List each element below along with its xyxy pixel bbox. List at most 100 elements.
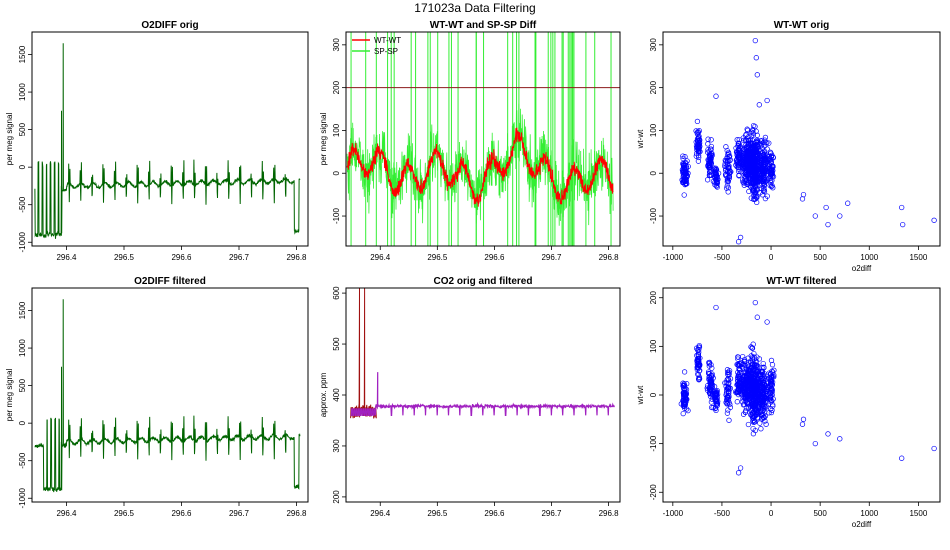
scatter-point [724, 410, 731, 416]
scatter-point [760, 398, 767, 405]
scatter-point [900, 221, 906, 228]
scatter-point [767, 156, 774, 162]
scatter-point [751, 180, 757, 186]
y-tick-label: -1000 [18, 231, 27, 252]
scatter-point [723, 383, 729, 389]
scatter-point [683, 169, 690, 176]
plot-frame [662, 287, 941, 503]
scatter-point [751, 168, 757, 174]
x-tick-label: 296.4 [370, 509, 391, 518]
scatter-point [713, 405, 719, 411]
scatter-point [741, 182, 747, 188]
scatter-point [771, 372, 777, 378]
scatter-point [680, 155, 686, 162]
scatter-point [735, 356, 741, 362]
scatter-point [696, 141, 702, 147]
scatter-point [723, 185, 730, 191]
scatter-point [753, 149, 759, 155]
plot-area [678, 299, 937, 476]
scatter-point [823, 204, 829, 211]
scatter-point [768, 183, 775, 190]
panel-title: O2DIFF filtered [134, 276, 206, 287]
x-tick-label: 296.5 [427, 253, 448, 262]
scatter-point [694, 130, 700, 136]
scatter-point [725, 371, 731, 377]
scatter-point [770, 155, 776, 161]
plot-frame [345, 287, 621, 503]
scatter-point [712, 393, 719, 399]
y-axis-label: wt-wt [636, 385, 645, 405]
scatter-point [754, 199, 760, 206]
y-axis-label: wt-wt [636, 129, 645, 149]
scatter-point [759, 390, 765, 396]
scatter-point [680, 380, 686, 386]
scatter-point [761, 364, 767, 370]
scatter-point [759, 176, 765, 182]
scatter-point [694, 347, 701, 353]
y-tick-label: 100 [649, 339, 658, 353]
scatter-point [706, 363, 712, 369]
scatter-point [695, 355, 702, 361]
y-tick-label: -1000 [18, 487, 27, 508]
plot-area [34, 299, 301, 493]
x-tick-label: 296.7 [229, 253, 250, 262]
scatter-point [714, 174, 720, 181]
x-tick-label: 296.6 [484, 253, 505, 262]
scatter-point [751, 191, 757, 198]
scatter-point [740, 396, 746, 402]
y-tick-label: 200 [649, 291, 658, 305]
y-tick-label: 200 [649, 80, 658, 94]
scatter-point [725, 149, 732, 156]
scatter-point [761, 164, 768, 170]
scatter-point [725, 397, 732, 403]
page-title: 171023a Data Filtering [414, 1, 535, 15]
scatter-point [767, 182, 773, 189]
scatter-point [726, 380, 732, 386]
scatter-point [764, 319, 770, 325]
scatter-point [748, 195, 754, 201]
scatter-point [760, 150, 766, 156]
scatter-point [750, 188, 757, 194]
scatter-point [737, 465, 744, 471]
scatter-point [753, 55, 759, 61]
scatter-point [768, 371, 774, 377]
panel-title: WT-WT orig [774, 20, 830, 31]
y-tick-label: 1500 [18, 301, 27, 319]
scatter-point [739, 364, 745, 370]
x-tick-label: 296.6 [171, 253, 192, 262]
x-tick-label: 296.5 [114, 509, 135, 518]
scatter-point [713, 93, 719, 99]
scatter-point [748, 360, 754, 366]
legend: WT-WT SP-SP [352, 36, 401, 56]
chart-p4: O2DIFF filtered 296.4 296.5 296.6 296.7 296.8… [5, 276, 309, 518]
x-tick-label: 1500 [909, 509, 927, 518]
panel-title: WT-WT filtered [767, 276, 837, 287]
scatter-point [845, 200, 851, 206]
scatter-point [751, 382, 757, 389]
scatter-point [710, 375, 716, 381]
y-tick-label: 500 [332, 337, 341, 351]
scatter-point [695, 359, 701, 365]
scatter-point [751, 182, 757, 189]
scatter-point [705, 141, 711, 147]
scatter-point [705, 369, 712, 375]
x-tick-label: -500 [714, 509, 731, 518]
scatter-point [710, 178, 717, 185]
scatter-point [737, 144, 743, 150]
scatter-point [725, 369, 731, 376]
scatter-point [763, 421, 769, 427]
scatter-point [708, 404, 715, 411]
x-tick-label: -500 [714, 253, 731, 262]
scatter-point [713, 167, 719, 173]
scatter-point [767, 162, 773, 168]
scatter-point [762, 418, 768, 424]
scatter-points [679, 37, 937, 245]
y-tick-label: 100 [649, 123, 658, 137]
y-tick-label: 200 [332, 80, 341, 94]
x-tick-label: 296.7 [541, 253, 562, 262]
y-tick-label: 300 [649, 38, 658, 52]
scatter-point [751, 354, 757, 360]
x-tick-label: 296.7 [229, 509, 250, 518]
scatter-point [709, 378, 715, 384]
